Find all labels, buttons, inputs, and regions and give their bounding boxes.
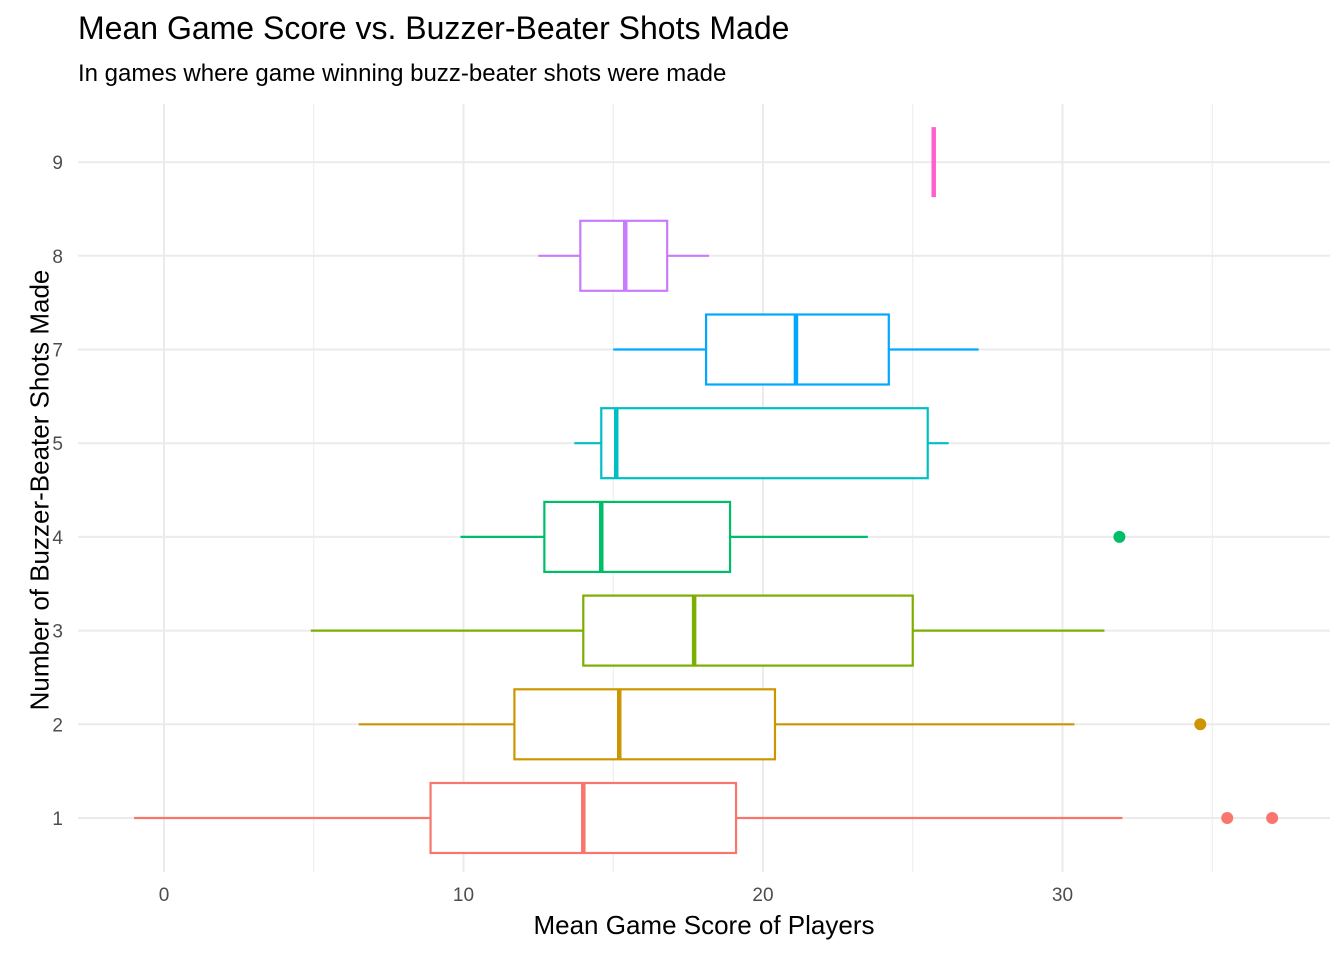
outlier-point [1221, 812, 1234, 824]
chart-marks [134, 127, 1279, 855]
y-tick-label: 9 [52, 153, 63, 174]
x-axis-title: Mean Game Score of Players [533, 910, 875, 940]
y-tick-label: 2 [52, 715, 63, 736]
y-tick-label: 8 [52, 247, 63, 268]
box-iqr [513, 688, 777, 761]
y-tick-label: 1 [52, 809, 63, 830]
y-tick-label: 7 [52, 341, 63, 362]
x-tick-label: 30 [1052, 885, 1073, 906]
box-iqr [543, 500, 732, 573]
chart-title: Mean Game Score vs. Buzzer-Beater Shots … [78, 10, 790, 46]
box-iqr [600, 407, 929, 480]
y-tick-label: 3 [52, 622, 63, 643]
y-tick-label: 5 [52, 434, 63, 455]
tick-labels: 0 10 20 30 1 2 3 4 5 7 8 9 [52, 153, 1073, 906]
x-tick-label: 10 [453, 885, 474, 906]
box-iqr [582, 594, 914, 667]
chart-subtitle: In games where game winning buzz-beater … [78, 60, 727, 87]
outlier-point [1266, 812, 1279, 824]
y-tick-label: 4 [52, 528, 63, 549]
outlier-point [1113, 530, 1126, 543]
x-tick-label: 0 [159, 885, 170, 906]
x-tick-label: 20 [752, 885, 773, 906]
outlier-point [1194, 718, 1207, 731]
